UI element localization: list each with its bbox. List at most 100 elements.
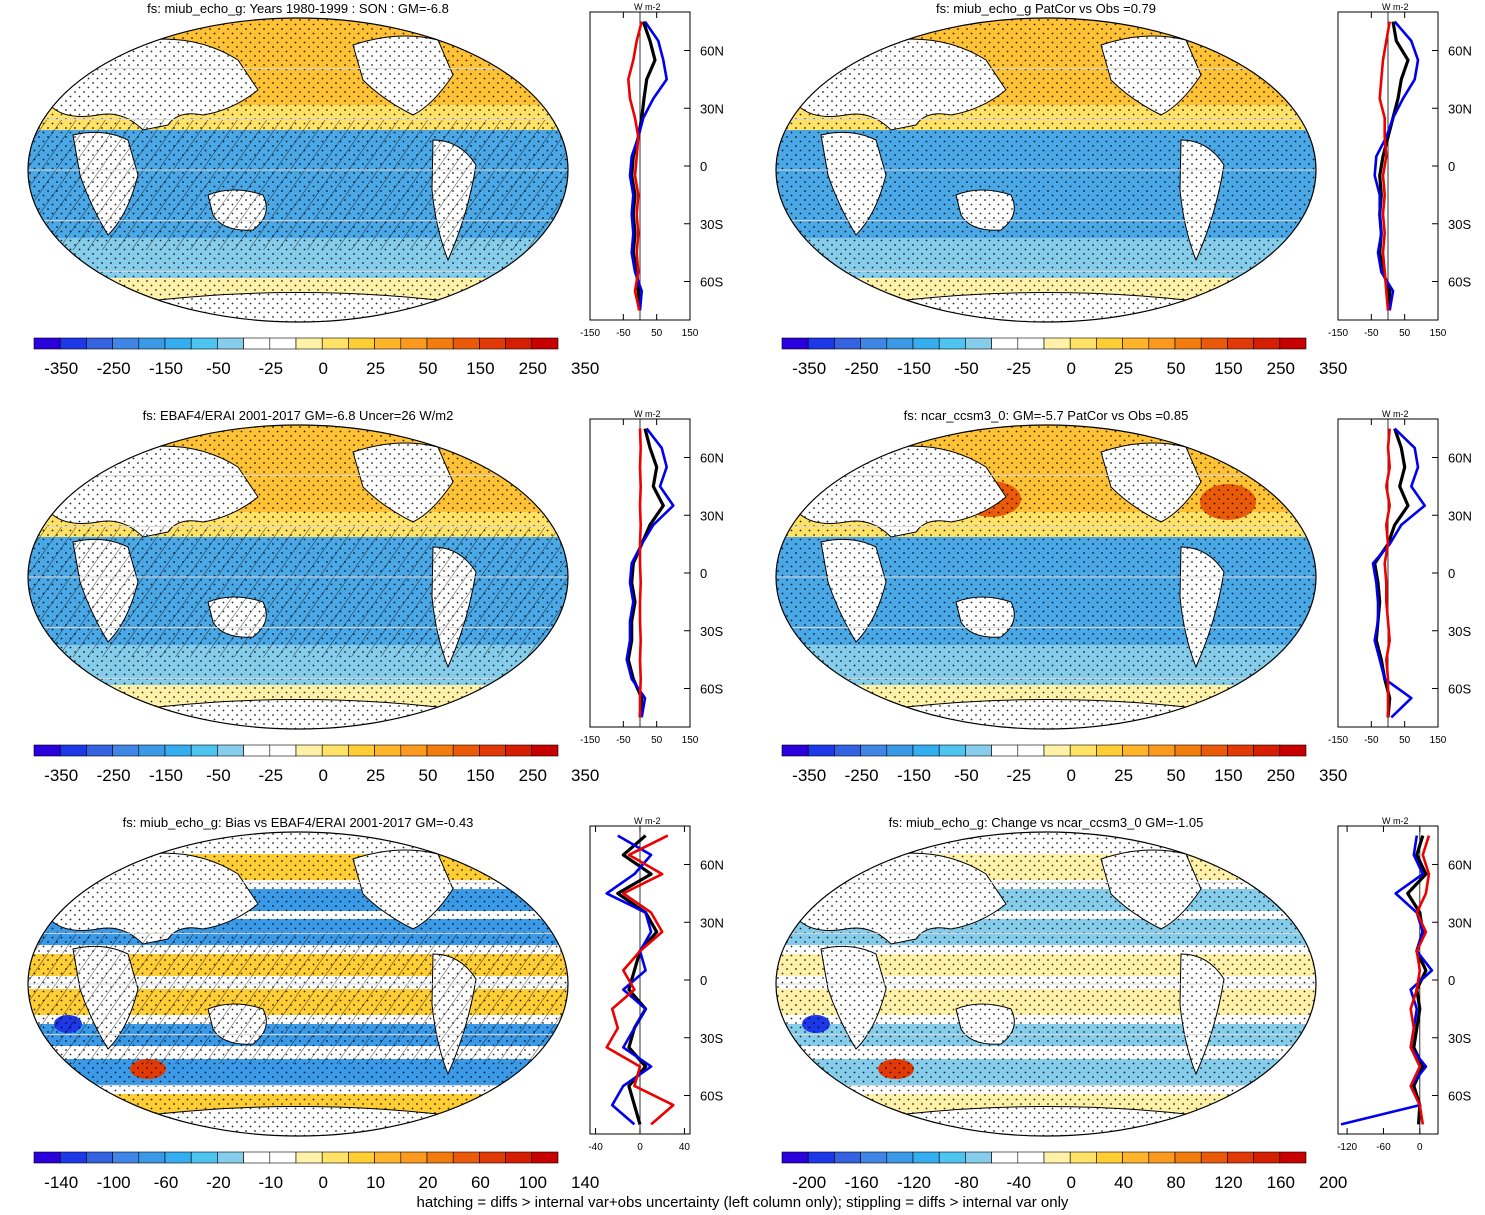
colorbar-swatch	[1043, 744, 1071, 757]
map-border	[27, 424, 569, 730]
colorbar-swatch	[1279, 337, 1307, 350]
profile-xtick-label: 150	[1430, 735, 1447, 746]
zonal-profile: W m-2 -150 -50 50 150 60N 30N 0 30S 60S	[580, 409, 724, 746]
profile-ytick-label: 60N	[700, 858, 724, 873]
colorbar-swatch	[1279, 744, 1307, 757]
colorbar-swatch	[190, 337, 218, 350]
profile-series-line	[1373, 428, 1410, 718]
colorbar-label: 250	[519, 766, 547, 785]
colorbar-swatch	[295, 744, 323, 757]
colorbar-swatch	[138, 744, 166, 757]
colorbar-swatch	[479, 744, 506, 757]
colorbar-label: -120	[897, 1173, 931, 1192]
colorbar-swatch	[1174, 1151, 1202, 1164]
colorbar-swatch	[912, 1151, 940, 1164]
colorbar-swatch	[1253, 1151, 1281, 1164]
colorbar-label: -200	[792, 1173, 826, 1192]
colorbar-label: -20	[206, 1173, 231, 1192]
colorbar-label: 50	[419, 359, 438, 378]
colorbar-swatch	[348, 744, 375, 757]
chart-title: fs: miub_echo_g PatCor vs Obs =0.79	[936, 1, 1156, 16]
colorbar-swatch	[112, 744, 140, 757]
colorbar-swatch	[1200, 1151, 1228, 1164]
profile-xtick-label: -50	[616, 735, 631, 746]
chart-panel: fs: miub_echo_g: Bias vs EBAF4/ERAI 2001…	[27, 815, 724, 1192]
profile-ytick-label: 0	[700, 566, 707, 581]
colorbar-label: -350	[44, 766, 78, 785]
map-field	[28, 425, 568, 729]
profile-xtick-label: -150	[580, 328, 600, 339]
profile-xtick-label: -50	[1364, 328, 1379, 339]
colorbar-label: 250	[519, 359, 547, 378]
colorbar-label: 0	[1066, 766, 1075, 785]
profile-ytick-label: 30N	[700, 508, 724, 523]
chart-panel: fs: miub_echo_g: Change vs ncar_ccsm3_0 …	[775, 815, 1472, 1192]
colorbar-swatch	[321, 744, 349, 757]
colorbar-swatch	[426, 744, 454, 757]
colorbar-swatch	[426, 1151, 454, 1164]
map	[27, 831, 569, 1137]
colorbar-label: 60	[471, 1173, 490, 1192]
colorbar-label: 350	[1319, 766, 1347, 785]
profile-xtick-label: -150	[1328, 328, 1348, 339]
profile-unit: W m-2	[634, 816, 661, 826]
colorbar-swatch	[217, 337, 244, 350]
colorbar-swatch	[217, 744, 244, 757]
colorbar-swatch	[1227, 1151, 1254, 1164]
colorbar-swatch	[269, 337, 297, 350]
colorbar-swatch	[86, 744, 113, 757]
chart-title: fs: miub_echo_g: Years 1980-1999 : SON :…	[147, 1, 449, 16]
colorbar-swatch	[1017, 1151, 1045, 1164]
colorbar-swatch	[912, 337, 940, 350]
colorbar-swatch	[479, 1151, 506, 1164]
colorbar-swatch	[86, 337, 113, 350]
colorbar: -350 -250 -150 -50 -25 0 25 50 150 250 350	[33, 337, 599, 378]
colorbar-swatch	[505, 337, 533, 350]
colorbar-swatch	[807, 337, 835, 350]
colorbar-swatch	[348, 1151, 375, 1164]
colorbar-label: 150	[1214, 766, 1242, 785]
profile-ytick-label: 0	[1448, 159, 1455, 174]
colorbar-swatch	[112, 1151, 140, 1164]
colorbar-swatch	[781, 337, 809, 350]
hatching	[28, 120, 568, 250]
profile-xtick-label: 50	[1399, 735, 1411, 746]
profile-ytick-label: 60N	[1448, 858, 1472, 873]
colorbar-swatch	[860, 337, 888, 350]
profile-xtick-label: -40	[588, 1142, 603, 1153]
colorbar-label: -10	[259, 1173, 284, 1192]
profile-xtick-label: -50	[1364, 735, 1379, 746]
profile-ytick-label: 60N	[700, 44, 724, 59]
colorbar-swatch	[1174, 337, 1202, 350]
colorbar-swatch	[164, 337, 192, 350]
chart-title: fs: miub_echo_g: Bias vs EBAF4/ERAI 2001…	[123, 815, 474, 830]
profile-ytick-label: 30S	[1448, 624, 1471, 639]
colorbar-label: 25	[366, 359, 385, 378]
colorbar-swatch	[531, 744, 559, 757]
colorbar-swatch	[938, 744, 966, 757]
map	[27, 17, 569, 323]
hatching	[28, 527, 568, 657]
colorbar-swatch	[374, 337, 402, 350]
colorbar-swatch	[965, 1151, 992, 1164]
chart-panel: fs: miub_echo_g PatCor vs Obs =0.79-350-…	[775, 1, 1472, 378]
colorbar-swatch	[1122, 337, 1150, 350]
profile-series-line	[1409, 835, 1431, 1125]
colorbar-swatch	[400, 744, 428, 757]
profile-xtick-label: 0	[1417, 1142, 1423, 1153]
colorbar-label: 0	[318, 359, 327, 378]
colorbar-swatch	[1069, 744, 1097, 757]
map	[775, 831, 1317, 1137]
colorbar-label: -100	[97, 1173, 131, 1192]
profile-series-line	[1371, 427, 1426, 719]
colorbar-swatch	[243, 744, 271, 757]
colorbar-label: 25	[366, 766, 385, 785]
colorbar-swatch	[860, 1151, 888, 1164]
map-field	[28, 18, 568, 322]
profile-ytick-label: 30N	[700, 101, 724, 116]
colorbar-swatch	[33, 337, 61, 350]
zonal-profile: W m-2 -150 -50 50 150 60N 30N 0 30S 60S	[580, 2, 724, 339]
colorbar-swatch	[1148, 337, 1176, 350]
map	[775, 17, 1317, 323]
